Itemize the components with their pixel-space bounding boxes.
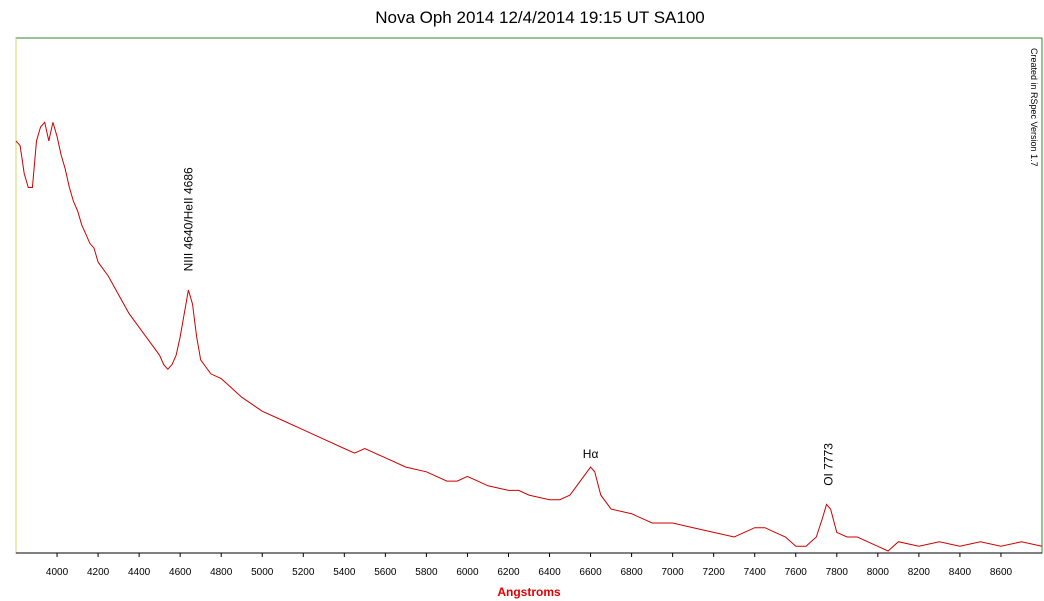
x-axis-tick-labels: 4000 4200 4400 4600 4800 5000 5200 5400 5600 5800…	[46, 567, 1013, 578]
watermark-text: Created in RSpec Version 1.7	[1029, 48, 1039, 167]
x-axis-ticks	[56, 553, 1002, 557]
spectrum-line	[15, 121, 1043, 552]
x-tick-label: 6000	[456, 567, 479, 578]
annotations: NIII 4640/HeII 4686 Hα OI 7773	[181, 167, 835, 486]
x-tick-label: 6200	[497, 567, 520, 578]
x-tick-label: 5000	[251, 567, 274, 578]
x-tick-label: 5200	[292, 567, 315, 578]
annotation-label: NIII 4640/HeII 4686	[181, 167, 195, 271]
x-tick-label: 7000	[662, 567, 685, 578]
x-tick-label: 4800	[210, 567, 233, 578]
x-tick-label: 5400	[333, 567, 356, 578]
x-tick-label: 8400	[949, 567, 972, 578]
x-tick-label: 7200	[703, 567, 726, 578]
x-tick-label: 6600	[579, 567, 602, 578]
x-tick-label: 7600	[785, 567, 808, 578]
x-tick-label: 8600	[990, 567, 1013, 578]
x-tick-label: 7800	[826, 567, 849, 578]
x-tick-label: 4000	[46, 567, 69, 578]
x-tick-label: 5600	[374, 567, 397, 578]
x-tick-label: 8000	[867, 567, 890, 578]
annotation-label: Hα	[583, 447, 599, 461]
x-tick-label: 6400	[538, 567, 561, 578]
x-tick-label: 4600	[169, 567, 192, 578]
annotation-label: OI 7773	[822, 443, 836, 486]
x-tick-label: 6800	[620, 567, 643, 578]
x-tick-label: 4200	[87, 567, 110, 578]
x-tick-label: 5800	[415, 567, 438, 578]
plot-frame	[15, 37, 1043, 554]
x-tick-label: 7400	[744, 567, 767, 578]
x-tick-label: 4400	[128, 567, 151, 578]
chart-title: Nova Oph 2014 12/4/2014 19:15 UT SA100	[375, 8, 705, 27]
x-axis-label: Angstroms	[497, 585, 561, 599]
x-tick-label: 8200	[908, 567, 931, 578]
